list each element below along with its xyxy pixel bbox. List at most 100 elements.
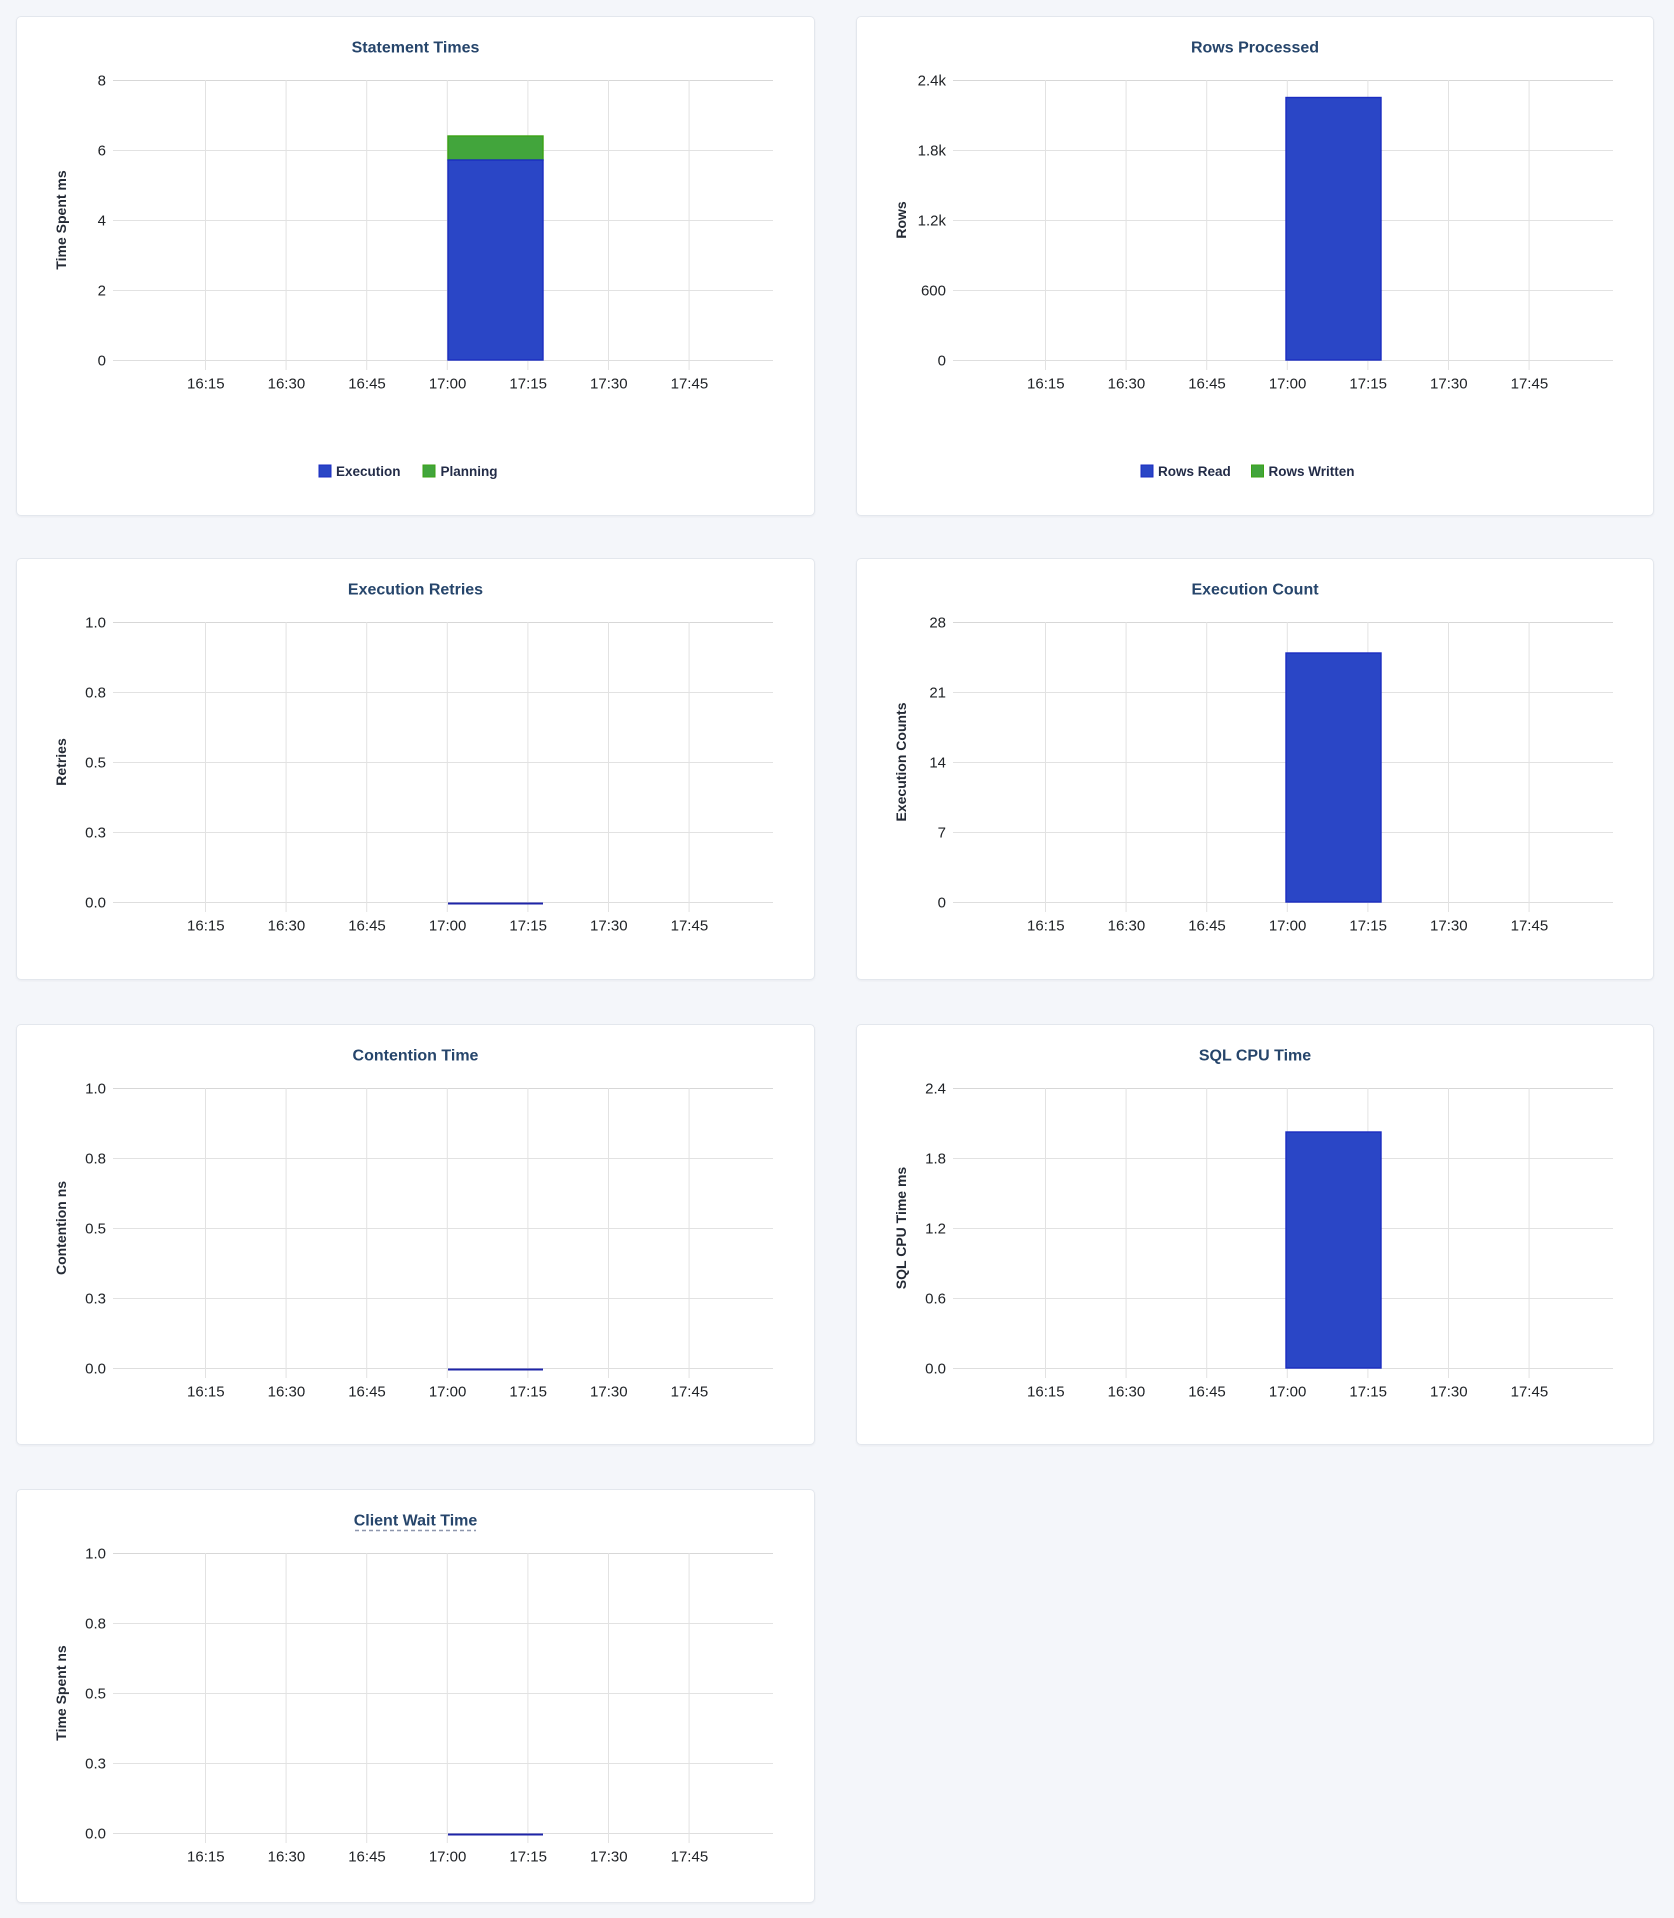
svg-text:1.2k: 1.2k [918,213,947,230]
svg-text:0.0: 0.0 [85,1361,106,1378]
svg-text:17:00: 17:00 [1269,376,1307,393]
svg-text:17:45: 17:45 [1511,918,1549,935]
svg-text:0.0: 0.0 [925,1361,946,1378]
svg-text:17:15: 17:15 [1349,376,1387,393]
svg-text:17:15: 17:15 [509,376,547,393]
svg-text:0: 0 [98,353,106,370]
svg-text:21: 21 [929,685,946,702]
svg-text:1.0: 1.0 [85,1546,106,1563]
svg-text:16:30: 16:30 [268,1384,306,1401]
svg-text:6: 6 [98,143,106,160]
svg-text:17:45: 17:45 [1511,376,1549,393]
svg-text:16:45: 16:45 [1188,1384,1226,1401]
svg-text:17:15: 17:15 [509,1384,547,1401]
svg-text:17:30: 17:30 [1430,376,1468,393]
svg-text:16:45: 16:45 [348,376,386,393]
svg-text:16:15: 16:15 [1027,1384,1065,1401]
svg-text:16:15: 16:15 [1027,918,1065,935]
svg-text:Execution: Execution [336,464,401,479]
svg-text:17:15: 17:15 [1349,918,1387,935]
svg-text:1.0: 1.0 [85,1081,106,1098]
svg-text:7: 7 [938,825,946,842]
svg-text:0.0: 0.0 [85,895,106,912]
svg-text:Rows Written: Rows Written [1269,464,1355,479]
svg-text:17:45: 17:45 [671,1384,709,1401]
svg-text:17:30: 17:30 [1430,1384,1468,1401]
svg-text:17:45: 17:45 [671,918,709,935]
svg-text:16:15: 16:15 [187,1849,225,1866]
svg-text:Statement Times: Statement Times [352,40,480,57]
svg-text:16:30: 16:30 [1108,918,1146,935]
svg-text:Rows Processed: Rows Processed [1191,40,1319,57]
svg-text:Contention ns: Contention ns [53,1181,69,1275]
svg-text:2: 2 [98,283,106,300]
svg-text:SQL CPU Time ms: SQL CPU Time ms [893,1167,909,1290]
svg-text:17:30: 17:30 [590,918,628,935]
svg-text:0.5: 0.5 [85,1686,106,1703]
svg-text:17:00: 17:00 [429,376,467,393]
svg-text:0.5: 0.5 [85,755,106,772]
svg-text:17:30: 17:30 [590,1384,628,1401]
svg-text:17:00: 17:00 [429,1849,467,1866]
svg-text:28: 28 [929,615,946,632]
svg-text:Retries: Retries [53,738,69,786]
svg-text:17:15: 17:15 [1349,1384,1387,1401]
svg-text:16:15: 16:15 [187,1384,225,1401]
svg-text:17:45: 17:45 [671,376,709,393]
svg-text:0.3: 0.3 [85,1756,106,1773]
svg-text:17:00: 17:00 [1269,918,1307,935]
svg-text:16:45: 16:45 [1188,918,1226,935]
svg-text:16:30: 16:30 [268,918,306,935]
svg-text:16:45: 16:45 [1188,376,1226,393]
svg-text:17:00: 17:00 [429,1384,467,1401]
svg-text:Rows: Rows [893,201,909,239]
svg-text:1.8: 1.8 [925,1151,946,1168]
svg-text:Execution Retries: Execution Retries [348,582,483,599]
svg-text:0.6: 0.6 [925,1291,946,1308]
svg-text:17:30: 17:30 [1430,918,1468,935]
svg-text:16:30: 16:30 [268,1849,306,1866]
svg-text:17:30: 17:30 [590,1849,628,1866]
svg-text:1.8k: 1.8k [918,143,947,160]
svg-text:2.4: 2.4 [925,1081,946,1098]
svg-text:2.4k: 2.4k [918,73,947,90]
svg-text:Contention Time: Contention Time [353,1048,479,1065]
svg-text:16:15: 16:15 [1027,376,1065,393]
svg-text:Rows Read: Rows Read [1158,464,1231,479]
svg-text:16:30: 16:30 [1108,376,1146,393]
svg-text:16:45: 16:45 [348,1384,386,1401]
svg-text:0.5: 0.5 [85,1221,106,1238]
svg-text:Execution Counts: Execution Counts [893,702,909,821]
svg-text:16:30: 16:30 [1108,1384,1146,1401]
svg-text:16:45: 16:45 [348,918,386,935]
svg-text:0.3: 0.3 [85,1291,106,1308]
svg-text:4: 4 [98,213,106,230]
svg-text:Client Wait Time: Client Wait Time [354,1513,478,1530]
svg-text:0: 0 [938,895,946,912]
svg-text:17:00: 17:00 [1269,1384,1307,1401]
svg-text:1.0: 1.0 [85,615,106,632]
svg-text:Planning: Planning [441,464,498,479]
svg-text:0.0: 0.0 [85,1826,106,1843]
svg-text:0.8: 0.8 [85,1151,106,1168]
svg-text:0.8: 0.8 [85,1616,106,1633]
svg-text:8: 8 [98,73,106,90]
svg-text:17:45: 17:45 [1511,1384,1549,1401]
svg-text:17:15: 17:15 [509,1849,547,1866]
svg-text:17:15: 17:15 [509,918,547,935]
svg-text:Time Spent ms: Time Spent ms [53,170,69,270]
svg-text:Time Spent ns: Time Spent ns [53,1645,69,1741]
svg-text:16:30: 16:30 [268,376,306,393]
svg-text:16:15: 16:15 [187,376,225,393]
svg-text:600: 600 [921,283,946,300]
svg-text:14: 14 [929,755,946,772]
svg-text:0: 0 [938,353,946,370]
svg-text:SQL CPU Time: SQL CPU Time [1199,1048,1311,1065]
svg-text:16:15: 16:15 [187,918,225,935]
svg-text:17:00: 17:00 [429,918,467,935]
svg-text:17:30: 17:30 [590,376,628,393]
svg-text:16:45: 16:45 [348,1849,386,1866]
svg-text:Execution Count: Execution Count [1191,582,1319,599]
svg-text:0.3: 0.3 [85,825,106,842]
svg-text:1.2: 1.2 [925,1221,946,1238]
